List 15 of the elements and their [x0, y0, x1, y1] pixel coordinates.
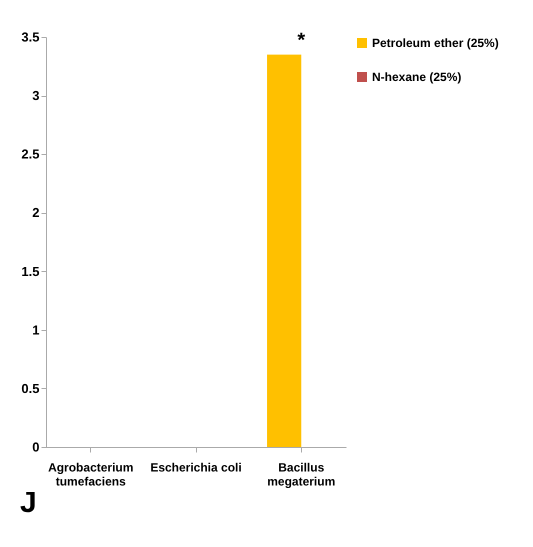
y-tick-label: 3 — [32, 88, 40, 104]
legend-label: Petroleum ether (25%) — [372, 36, 499, 50]
annotation: * — [297, 30, 306, 52]
text: J — [20, 486, 37, 519]
y-tick-label: 3.5 — [21, 30, 40, 44]
x-tick-label: Escherichia coli — [150, 460, 242, 474]
x-tick-label: Bacillus megaterium — [267, 460, 336, 488]
y-tick-label: 2.5 — [21, 146, 40, 162]
y-tick-label: 1 — [32, 322, 40, 338]
y-tick-label: 1.5 — [21, 264, 40, 279]
legend-label: N-hexane (25%) — [372, 70, 462, 84]
y-tick-label: 2 — [32, 205, 40, 220]
x-tick-label: Agrobacterium tumefaciens — [48, 460, 134, 488]
y-tick-label: 0.5 — [21, 380, 40, 396]
y-tick-label: 0 — [32, 440, 40, 454]
